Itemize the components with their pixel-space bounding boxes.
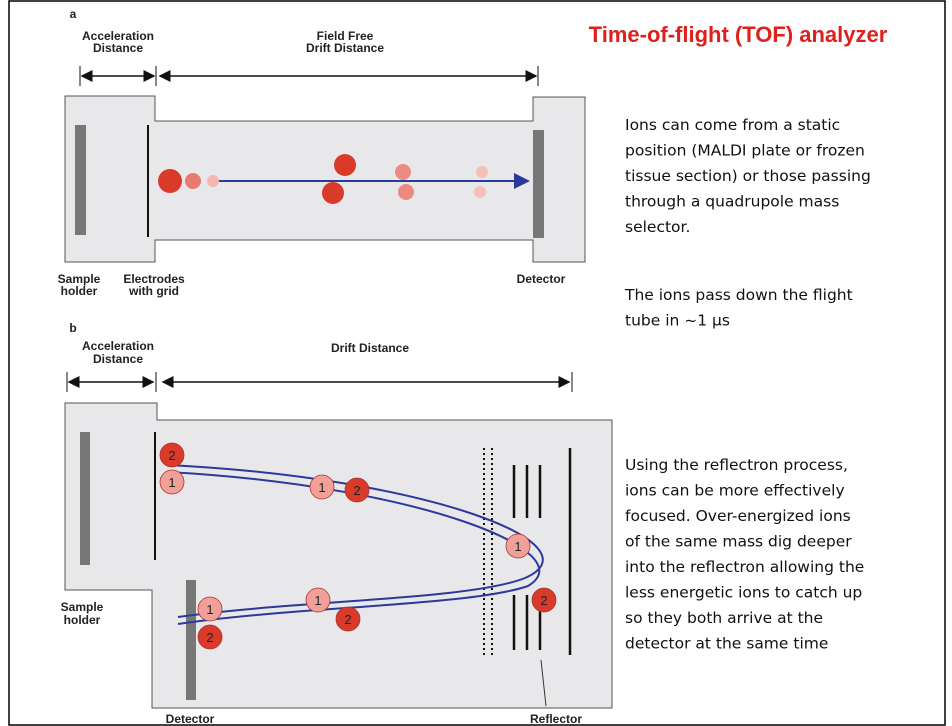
ion-label: 2 xyxy=(206,630,213,645)
ion-label: 1 xyxy=(514,539,521,554)
label: Sample xyxy=(61,600,104,614)
ion xyxy=(197,624,223,650)
label: with grid xyxy=(128,284,179,298)
ion-label: 2 xyxy=(353,483,360,498)
ion-label: 1 xyxy=(168,475,175,490)
panel-a-diagram xyxy=(64,66,586,263)
ion xyxy=(335,606,361,632)
label: Distance xyxy=(93,41,143,55)
label: Sample xyxy=(58,272,101,286)
label: Drift Distance xyxy=(331,341,409,355)
panel-label: b xyxy=(69,321,76,335)
label: Field Free xyxy=(317,29,374,43)
ion xyxy=(197,596,223,622)
note-line: ions can be more effectively xyxy=(625,482,845,500)
note-line: of the same mass dig deeper xyxy=(625,533,852,551)
note-line: selector. xyxy=(625,218,690,236)
label: holder xyxy=(64,613,101,627)
ion xyxy=(159,442,185,468)
ion-label: 1 xyxy=(206,602,213,617)
ion-label: 1 xyxy=(314,593,321,608)
label: Acceleration xyxy=(82,339,154,353)
ion-label: 2 xyxy=(344,612,351,627)
title: Time-of-flight (TOF) analyzer xyxy=(589,22,888,47)
label: Detector xyxy=(166,712,215,726)
ion-label: 2 xyxy=(168,448,175,463)
label: holder xyxy=(61,284,98,298)
note-line: so they both arrive at the xyxy=(625,609,823,627)
note-line: The ions pass down the flight xyxy=(624,286,853,304)
note-line: detector at the same time xyxy=(625,635,828,653)
panel-label: a xyxy=(70,7,77,21)
ion xyxy=(159,469,185,495)
label: Reflector xyxy=(530,712,582,726)
note-line: into the reflectron allowing the xyxy=(625,558,864,576)
note-line: tissue section) or those passing xyxy=(625,167,871,185)
note-line: Using the reflectron process, xyxy=(625,456,848,474)
label: Drift Distance xyxy=(306,41,384,55)
label: Acceleration xyxy=(82,29,154,43)
note-line: Ions can come from a static xyxy=(625,116,840,134)
ion xyxy=(309,474,335,500)
ion-label: 1 xyxy=(318,480,325,495)
note-line: position (MALDI plate or frozen xyxy=(625,142,865,160)
ion-label: 2 xyxy=(540,593,547,608)
label: Distance xyxy=(93,352,143,366)
note-line: tube in ~1 μs xyxy=(625,312,730,330)
note-line: through a quadrupole mass xyxy=(625,193,839,211)
label: Electrodes xyxy=(123,272,185,286)
panel-b-diagram xyxy=(64,372,613,709)
ion xyxy=(531,587,557,613)
ion xyxy=(505,533,531,559)
label: Detector xyxy=(517,272,566,286)
ion xyxy=(344,477,370,503)
note-line: less energetic ions to catch up xyxy=(625,584,862,602)
slide-frame xyxy=(8,0,946,726)
note-line: focused. Over-energized ions xyxy=(625,507,851,525)
ion xyxy=(305,587,331,613)
